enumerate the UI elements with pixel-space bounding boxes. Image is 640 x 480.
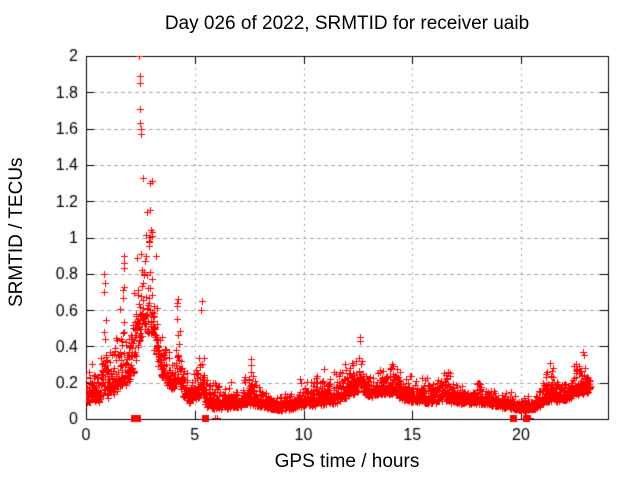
y-axis-label: SRMTID / TECUs: [6, 157, 27, 307]
x-axis-label: GPS time / hours: [274, 451, 420, 472]
chart-title: Day 026 of 2022, SRMTID for receiver uai…: [164, 13, 530, 34]
